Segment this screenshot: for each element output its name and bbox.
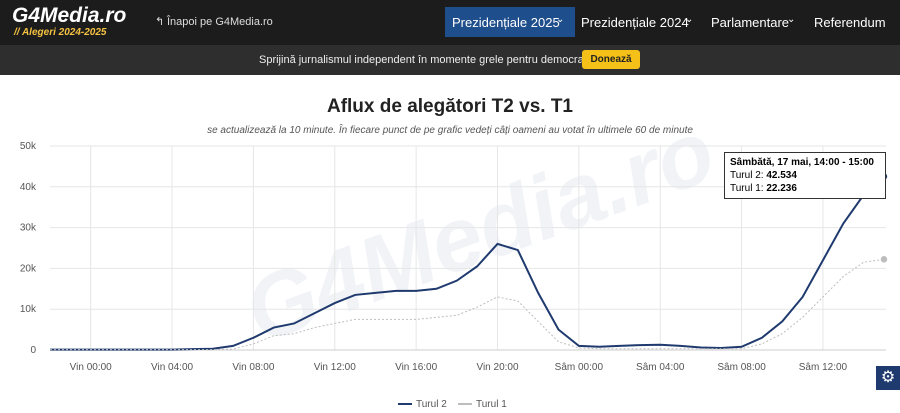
chart-title: Aflux de alegători T2 vs. T1 (327, 96, 573, 117)
tooltip-label: Turul 1: (730, 183, 764, 194)
x-tick-label: Sâm 12:00 (799, 362, 848, 373)
x-tick-label: Vin 04:00 (151, 362, 194, 373)
logo[interactable]: G4Media.ro (12, 4, 127, 27)
x-tick-label: Vin 00:00 (70, 362, 113, 373)
x-tick-label: Vin 12:00 (314, 362, 357, 373)
watermark: G4Media.ro (232, 101, 727, 363)
x-tick-label: Vin 08:00 (232, 362, 275, 373)
tooltip-header: Sâmbătă, 17 mai, 14:00 - 15:00 (730, 157, 874, 168)
x-tick-label: Vin 16:00 (395, 362, 438, 373)
y-tick-label: 40k (20, 182, 37, 193)
legend-label[interactable]: Turul 2 (416, 399, 447, 410)
donate-button[interactable]: Donează (582, 50, 640, 69)
settings-button[interactable]: ⚙ (876, 366, 900, 390)
legend-label[interactable]: Turul 1 (476, 399, 507, 410)
back-link[interactable]: Înapoi pe G4Media.ro (167, 16, 273, 28)
x-tick-label: Sâm 04:00 (636, 362, 685, 373)
menu-item[interactable]: Parlamentare (711, 15, 790, 30)
tooltip-value: 22.236 (766, 183, 797, 194)
y-tick-label: 10k (20, 304, 37, 315)
tooltip-value: 42.534 (766, 170, 797, 181)
tooltip-row: Turul 1: 22.236 (730, 182, 880, 195)
caret: ⌄ (787, 14, 796, 25)
logo-sub: // Alegeri 2024-2025 (14, 27, 107, 38)
back-arrow: ↰ (155, 16, 165, 28)
active-tab (445, 7, 575, 37)
line-series (50, 175, 885, 351)
y-tick-label: 50k (20, 141, 37, 152)
hover-marker (879, 254, 889, 265)
chart-subtitle: se actualizează la 10 minute. În fiecare… (207, 123, 693, 136)
line-series (50, 258, 885, 351)
tooltip-label: Turul 2: (730, 170, 764, 181)
navbar: G4Media.ro // Alegeri 2024-2025 ↰ Înapoi… (0, 0, 900, 45)
y-tick-label: 20k (20, 263, 37, 274)
menu-item[interactable]: Referendum (814, 15, 886, 30)
menu-item[interactable]: Prezidențiale 2025 (452, 15, 560, 30)
menu-item[interactable]: Prezidențiale 2024 (581, 15, 689, 30)
x-tick-label: Vin 20:00 (476, 362, 519, 373)
x-tick-label: Sâm 00:00 (555, 362, 604, 373)
y-tick-label: 30k (20, 223, 37, 234)
tooltip-row: Turul 2: 42.534 (730, 169, 880, 182)
chart: G4Media.ro Aflux de alegători T2 vs. T1 … (20, 96, 889, 410)
y-tick-label: 0 (30, 345, 36, 356)
caret: ⌄ (556, 14, 565, 25)
tooltip: Sâmbătă, 17 mai, 14:00 - 15:00 Turul 2: … (724, 152, 886, 199)
caret: ⌄ (685, 14, 694, 25)
banner-text: Sprijină jurnalismul independent în mome… (259, 54, 596, 66)
x-tick-label: Sâm 08:00 (717, 362, 766, 373)
banner: Sprijină jurnalismul independent în mome… (0, 45, 900, 75)
